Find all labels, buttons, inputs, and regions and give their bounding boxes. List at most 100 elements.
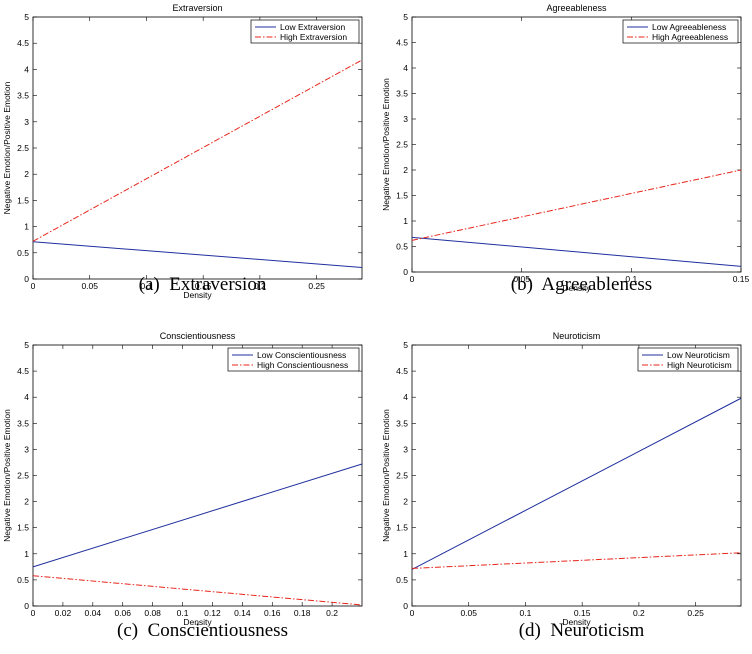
x-tick-label: 0.05 [460, 608, 477, 618]
y-tick-label: 3 [403, 114, 408, 124]
x-tick-label: 0.1 [141, 281, 153, 291]
y-tick-label: 0 [403, 601, 408, 611]
panel-caption: (a) Extraversion [139, 274, 267, 295]
y-tick-label: 1.5 [17, 523, 29, 533]
series-line-low [411, 397, 742, 570]
legend-entry: High Extraversion [280, 32, 347, 42]
y-tick-label: 1 [403, 216, 408, 226]
y-axis-label: Negative Emotion/Positive Emotion [381, 78, 391, 211]
y-tick-label: 3 [403, 444, 408, 454]
legend-entry: Low Agreeableness [652, 22, 726, 32]
y-tick-label: 5 [403, 340, 408, 350]
y-tick-label: 2 [24, 497, 29, 507]
series-line-high [32, 575, 363, 606]
x-tick-label: 0.1 [625, 274, 637, 284]
x-tick-label: 0.25 [308, 281, 325, 291]
y-tick-label: 2 [403, 497, 408, 507]
x-tick-label: 0.02 [55, 608, 72, 618]
x-tick-label: 0.2 [254, 281, 266, 291]
y-tick-label: 1.5 [17, 195, 29, 205]
y-tick-label: 0.5 [17, 575, 29, 585]
y-tick-label: 2.5 [396, 140, 408, 150]
chart-panel-3: Conscientiousness 0 0.5 1 1.5 2 2.5 3 3.5 4 4.5 5 0 0… [2, 331, 363, 641]
legend-entry: Low Neuroticism [667, 350, 730, 360]
y-tick-label: 4 [24, 392, 29, 402]
series-line-high [32, 59, 363, 242]
legend-entry: High Neuroticism [667, 360, 732, 370]
legend-entry: Low Conscientiousness [257, 350, 346, 360]
y-tick-label: 0 [403, 267, 408, 277]
y-tick-label: 2.5 [17, 471, 29, 481]
x-tick-label: 0.05 [81, 281, 98, 291]
legend-box [227, 347, 360, 372]
x-tick-label: 0.15 [733, 274, 750, 284]
y-tick-label: 0.5 [396, 575, 408, 585]
x-tick-label: 0.2 [633, 608, 645, 618]
x-tick-label: 0.05 [513, 274, 530, 284]
x-tick-label: 0 [31, 608, 36, 618]
panel-caption: (d) Neuroticism [519, 620, 645, 641]
plot-area [411, 16, 742, 273]
x-axis-label: Density [183, 290, 212, 300]
y-tick-label: 4.5 [396, 38, 408, 48]
series-line-low [32, 463, 363, 568]
x-axis-label: Density [562, 617, 591, 627]
y-tick-label: 3.5 [396, 418, 408, 428]
y-tick-label: 4 [403, 392, 408, 402]
y-tick-label: 3.5 [17, 91, 29, 101]
y-tick-label: 3 [24, 117, 29, 127]
y-tick-label: 2 [403, 165, 408, 175]
y-tick-label: 1 [403, 549, 408, 559]
y-tick-label: 4.5 [396, 366, 408, 376]
y-tick-label: 1 [24, 222, 29, 232]
x-tick-label: 0.14 [234, 608, 251, 618]
y-axis-label: Negative Emotion/Positive Emotion [2, 409, 12, 542]
y-tick-label: 1.5 [396, 191, 408, 201]
y-tick-label: 3 [24, 444, 29, 454]
y-tick-label: 0 [24, 274, 29, 284]
x-tick-label: 0.1 [520, 608, 532, 618]
y-tick-label: 1.5 [396, 523, 408, 533]
chart-title: Conscientiousness [160, 331, 236, 341]
x-tick-label: 0 [410, 274, 415, 284]
y-axis-label: Negative Emotion/Positive Emotion [381, 409, 391, 542]
x-tick-label: 0.18 [294, 608, 311, 618]
x-axis-label: Density [183, 617, 212, 627]
y-tick-label: 2 [24, 169, 29, 179]
x-axis-label: Density [562, 283, 591, 293]
x-tick-label: 0.06 [114, 608, 131, 618]
plot-area [32, 344, 363, 607]
x-tick-label: 0.15 [574, 608, 591, 618]
y-tick-label: 2.5 [396, 471, 408, 481]
y-tick-label: 0 [24, 601, 29, 611]
y-tick-label: 4.5 [17, 38, 29, 48]
panel-caption: (b) Agreeableness [511, 274, 652, 295]
series-line-low [411, 236, 742, 267]
series-line-low [32, 241, 363, 268]
chart-panel-1: Extraversion 0 0.5 1 1.5 2 2.5 3 3.5 4 4.5 5 0 0.05 0.… [2, 3, 363, 300]
plot-area [32, 16, 363, 280]
plot-area [411, 344, 742, 607]
legend-box [250, 19, 360, 44]
y-tick-label: 5 [403, 12, 408, 22]
x-tick-label: 0 [410, 608, 415, 618]
x-tick-label: 0.1 [177, 608, 189, 618]
y-tick-label: 4 [403, 63, 408, 73]
legend-entry: High Conscientiousness [257, 360, 348, 370]
x-tick-label: 0.04 [85, 608, 102, 618]
x-tick-label: 0.08 [144, 608, 161, 618]
x-tick-label: 0.25 [687, 608, 704, 618]
series-line-high [411, 169, 742, 241]
x-tick-label: 0.2 [326, 608, 338, 618]
y-tick-label: 3.5 [17, 418, 29, 428]
y-tick-label: 3.5 [396, 89, 408, 99]
chart-title: Neuroticism [553, 331, 601, 341]
chart-panel-2: Agreeableness 0 0.5 1 1.5 2 2.5 3 3.5 4 4.5 5 0 0.05 0… [381, 3, 750, 295]
x-tick-label: 0.15 [195, 281, 212, 291]
panel-caption: (c) Conscientiousness [117, 620, 288, 641]
x-tick-label: 0.12 [204, 608, 221, 618]
